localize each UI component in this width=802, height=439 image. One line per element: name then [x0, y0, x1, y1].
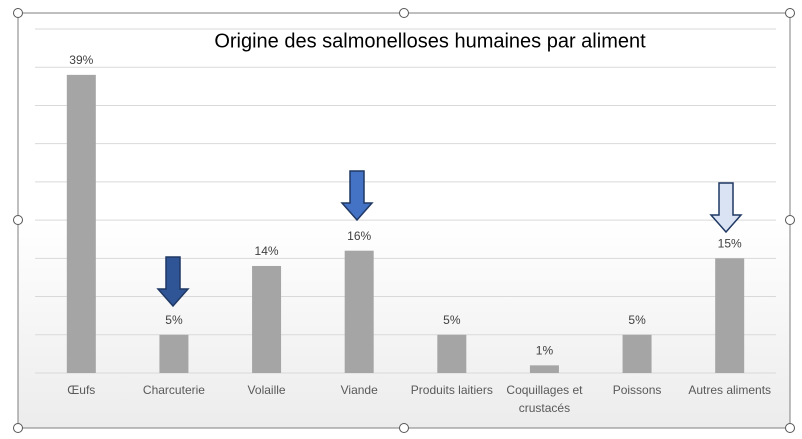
data-label: 5% [628, 313, 646, 327]
bar [437, 334, 467, 373]
resize-handle[interactable] [13, 423, 23, 433]
x-tick-label: Volaille [248, 383, 286, 397]
bar [252, 265, 282, 373]
selection-frame[interactable] [13, 8, 795, 433]
data-label: 15% [718, 237, 742, 251]
x-tick-label: Coquillages et crustacés [506, 383, 583, 415]
resize-handle[interactable] [399, 8, 409, 18]
x-tick-label: Viande [341, 383, 378, 397]
bar [529, 365, 559, 373]
x-tick-label: Produits laitiers [411, 383, 493, 397]
resize-handle[interactable] [13, 8, 23, 18]
x-tick-label: Poissons [613, 383, 662, 397]
data-label: 1% [536, 344, 554, 358]
bar [715, 258, 745, 373]
resize-handle[interactable] [785, 8, 795, 18]
resize-handle[interactable] [785, 215, 795, 225]
x-tick-label: Autres aliments [688, 383, 771, 397]
bar [66, 74, 96, 373]
x-tick-label: Charcuterie [143, 383, 205, 397]
arrow [156, 256, 190, 308]
resize-handle[interactable] [399, 423, 409, 433]
data-label: 14% [255, 244, 279, 258]
bar [622, 334, 652, 373]
resize-handle[interactable] [13, 215, 23, 225]
data-label: 39% [69, 53, 93, 67]
resize-handle[interactable] [785, 423, 795, 433]
chart-title: Origine des salmonelloses humaines par a… [214, 30, 646, 52]
data-label: 16% [347, 229, 371, 243]
arrow [709, 182, 743, 234]
data-label: 5% [165, 313, 183, 327]
arrow [340, 170, 374, 222]
bar [344, 250, 374, 373]
bar [159, 334, 189, 373]
plot: Œufs 39% Charcuterie 5% Volaille 14% Viande 16%… [35, 28, 776, 415]
x-tick-label: Œufs [67, 383, 95, 397]
data-label: 5% [443, 313, 461, 327]
